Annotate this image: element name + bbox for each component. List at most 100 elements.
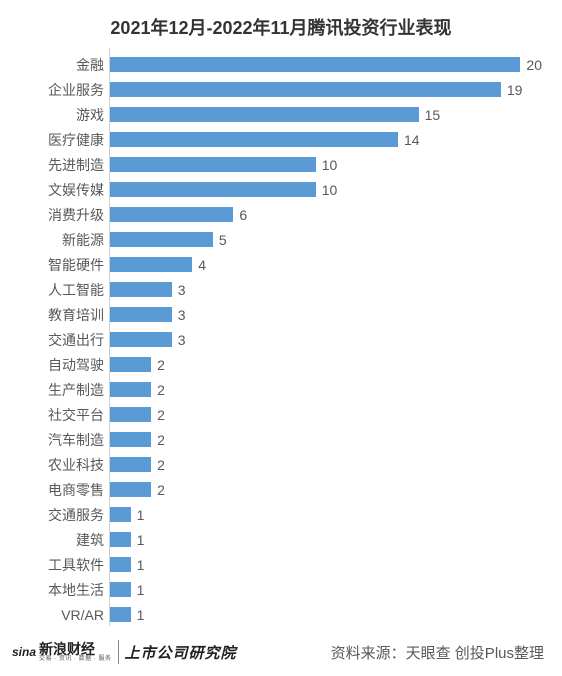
bar: [110, 357, 151, 372]
bar-row: 工具软件1: [110, 552, 542, 577]
chart-plot-area: 金融20企业服务19游戏15医疗健康14先进制造10文娱传媒10消费升级6新能源…: [0, 48, 562, 627]
bar-row: 先进制造10: [110, 152, 542, 177]
bar-row: 建筑1: [110, 527, 542, 552]
bar-row: 交通出行3: [110, 327, 542, 352]
value-label: 1: [137, 607, 145, 623]
category-label: 社交平台: [0, 405, 104, 425]
bar-row: 交通服务1: [110, 502, 542, 527]
logo-sina-cn: 新浪财经: [39, 642, 112, 656]
bar: [110, 507, 131, 522]
category-label: 智能硬件: [0, 255, 104, 275]
bar: [110, 107, 419, 122]
bar-row: 本地生活1: [110, 577, 542, 602]
value-label: 2: [157, 407, 165, 423]
bar: [110, 532, 131, 547]
value-label: 4: [198, 257, 206, 273]
bar: [110, 132, 398, 147]
value-label: 19: [507, 82, 523, 98]
value-label: 1: [137, 532, 145, 548]
bar-row: 社交平台2: [110, 402, 542, 427]
category-label: 电商零售: [0, 480, 104, 500]
logo-institute: 上市公司研究院: [125, 642, 237, 663]
category-label: 自动驾驶: [0, 355, 104, 375]
data-source: 资料来源：天眼查 创投Plus整理: [331, 642, 544, 663]
logo-sina-en: sina: [12, 645, 36, 659]
category-label: 游戏: [0, 105, 104, 125]
category-label: 建筑: [0, 530, 104, 550]
value-label: 15: [425, 107, 441, 123]
value-label: 1: [137, 582, 145, 598]
value-label: 2: [157, 382, 165, 398]
bar: [110, 482, 151, 497]
value-label: 2: [157, 357, 165, 373]
bar: [110, 382, 151, 397]
value-label: 14: [404, 132, 420, 148]
category-label: 生产制造: [0, 380, 104, 400]
bar: [110, 607, 131, 622]
bar: [110, 157, 316, 172]
bar: [110, 307, 172, 322]
logo-sina-sub: 交易 · 资讯 · 数据 · 服务: [39, 656, 112, 662]
bar-row: 医疗健康14: [110, 127, 542, 152]
chart-title: 2021年12月-2022年11月腾讯投资行业表现: [0, 0, 562, 48]
category-label: 企业服务: [0, 80, 104, 100]
bar: [110, 407, 151, 422]
category-label: 先进制造: [0, 155, 104, 175]
footer: sina 新浪财经 交易 · 资讯 · 数据 · 服务 上市公司研究院 资料来源…: [0, 640, 562, 664]
logo-sina: sina 新浪财经 交易 · 资讯 · 数据 · 服务: [12, 642, 112, 662]
category-label: VR/AR: [0, 607, 104, 623]
bar-row: 企业服务19: [110, 77, 542, 102]
source-value: 天眼查 创投Plus整理: [406, 645, 544, 662]
value-label: 2: [157, 432, 165, 448]
value-label: 3: [178, 307, 186, 323]
bar: [110, 232, 213, 247]
bar: [110, 182, 316, 197]
category-label: 消费升级: [0, 205, 104, 225]
bar: [110, 82, 501, 97]
category-label: 工具软件: [0, 555, 104, 575]
bar-row: 金融20: [110, 52, 542, 77]
bar: [110, 582, 131, 597]
bar-row: VR/AR1: [110, 602, 542, 627]
bar: [110, 557, 131, 572]
category-label: 交通出行: [0, 330, 104, 350]
bar-row: 消费升级6: [110, 202, 542, 227]
value-label: 5: [219, 232, 227, 248]
value-label: 20: [526, 57, 542, 73]
source-label: 资料来源：: [331, 645, 406, 662]
value-label: 1: [137, 557, 145, 573]
value-label: 2: [157, 457, 165, 473]
bar-row: 自动驾驶2: [110, 352, 542, 377]
bar-row: 人工智能3: [110, 277, 542, 302]
bar-row: 农业科技2: [110, 452, 542, 477]
bar-row: 电商零售2: [110, 477, 542, 502]
bar: [110, 257, 192, 272]
bar: [110, 432, 151, 447]
category-label: 文娱传媒: [0, 180, 104, 200]
category-label: 本地生活: [0, 580, 104, 600]
value-label: 10: [322, 182, 338, 198]
category-label: 汽车制造: [0, 430, 104, 450]
bar: [110, 207, 233, 222]
value-label: 10: [322, 157, 338, 173]
category-label: 农业科技: [0, 455, 104, 475]
bar-row: 教育培训3: [110, 302, 542, 327]
bar-row: 汽车制造2: [110, 427, 542, 452]
category-label: 交通服务: [0, 505, 104, 525]
bar-row: 文娱传媒10: [110, 177, 542, 202]
category-label: 人工智能: [0, 280, 104, 300]
category-label: 新能源: [0, 230, 104, 250]
category-label: 教育培训: [0, 305, 104, 325]
value-label: 3: [178, 332, 186, 348]
bar: [110, 282, 172, 297]
value-label: 3: [178, 282, 186, 298]
category-label: 金融: [0, 55, 104, 75]
bar: [110, 457, 151, 472]
category-label: 医疗健康: [0, 130, 104, 150]
footer-logos: sina 新浪财经 交易 · 资讯 · 数据 · 服务 上市公司研究院: [12, 640, 237, 664]
bar: [110, 57, 520, 72]
value-label: 2: [157, 482, 165, 498]
bar-row: 游戏15: [110, 102, 542, 127]
value-label: 1: [137, 507, 145, 523]
bar: [110, 332, 172, 347]
